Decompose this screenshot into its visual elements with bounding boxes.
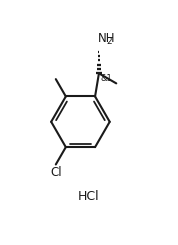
Text: HCl: HCl [77, 190, 99, 203]
Text: &1: &1 [100, 74, 112, 83]
Text: NH: NH [98, 32, 116, 45]
Text: Cl: Cl [50, 166, 62, 179]
Text: 2: 2 [107, 37, 112, 46]
